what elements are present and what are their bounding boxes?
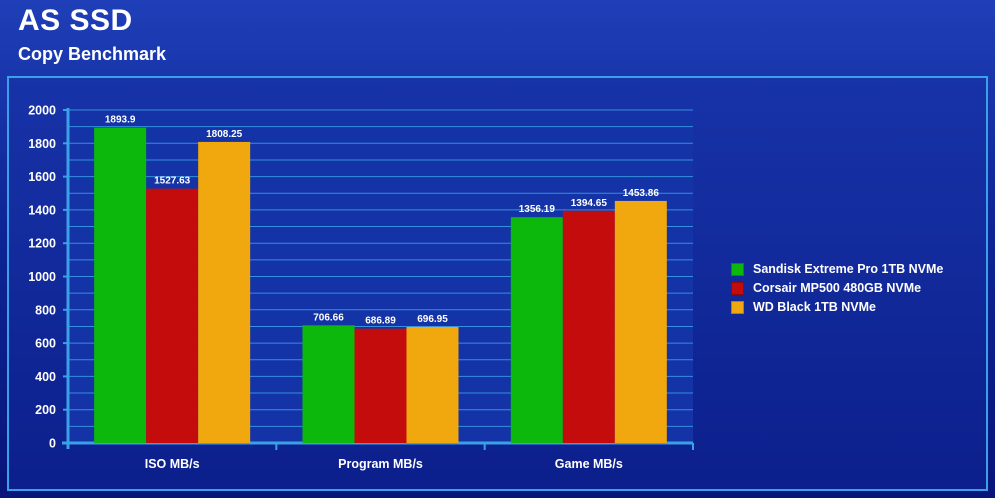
legend-swatch-sandisk [731, 262, 744, 276]
legend-item-sandisk: Sandisk Extreme Pro 1TB NVMe [731, 260, 943, 278]
chart-legend: Sandisk Extreme Pro 1TB NVMe Corsair MP5… [731, 260, 943, 317]
data-label: 706.66 [313, 312, 344, 323]
x-tick-label: Program MB/s [338, 457, 423, 471]
bar [94, 127, 147, 443]
data-label: 1356.19 [519, 204, 556, 215]
data-label: 1527.63 [154, 176, 191, 187]
legend-swatch-wd [731, 300, 744, 314]
y-tick-label: 1800 [28, 137, 56, 151]
data-label: 1453.86 [623, 188, 660, 199]
y-tick-label: 400 [35, 370, 56, 384]
y-tick-label: 1600 [28, 170, 56, 184]
bar [614, 200, 667, 443]
y-tick-label: 600 [35, 337, 56, 351]
x-tick-label: Game MB/s [555, 457, 623, 471]
y-tick-label: 200 [35, 403, 56, 417]
data-label: 1394.65 [571, 198, 608, 209]
legend-swatch-corsair [731, 281, 744, 295]
y-tick-label: 1000 [28, 270, 56, 284]
data-label: 696.95 [417, 314, 448, 325]
legend-label-sandisk: Sandisk Extreme Pro 1TB NVMe [753, 262, 944, 276]
data-label: 686.89 [365, 316, 396, 327]
legend-label-wd: WD Black 1TB NVMe [753, 300, 876, 314]
data-label: 1893.9 [105, 115, 136, 126]
bar [562, 210, 615, 443]
y-tick-label: 1400 [28, 203, 56, 217]
bar [354, 328, 407, 443]
y-tick-label: 800 [35, 303, 56, 317]
y-tick-label: 0 [49, 437, 56, 451]
legend-item-corsair: Corsair MP500 480GB NVMe [731, 279, 943, 297]
data-label: 1808.25 [206, 129, 243, 140]
legend-label-corsair: Corsair MP500 480GB NVMe [753, 281, 922, 295]
chart-subtitle: Copy Benchmark [18, 44, 167, 64]
bar [146, 188, 199, 443]
y-tick-label: 2000 [28, 104, 56, 118]
y-tick-label: 1200 [28, 237, 56, 251]
x-tick-label: ISO MB/s [145, 457, 200, 471]
legend-item-wd: WD Black 1TB NVMe [731, 298, 943, 316]
bar [302, 325, 355, 443]
bar [198, 141, 251, 443]
bar [406, 326, 459, 443]
chart-title: AS SSD [18, 4, 133, 37]
bar [510, 217, 563, 443]
